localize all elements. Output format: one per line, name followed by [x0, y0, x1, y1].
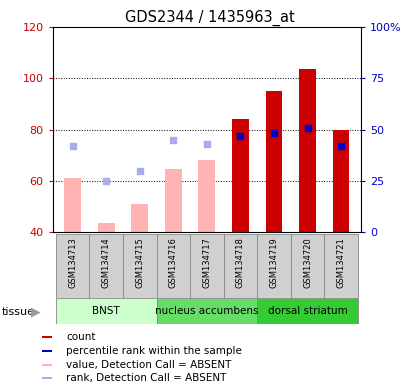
Text: GSM134714: GSM134714	[102, 237, 111, 288]
Bar	[257, 298, 358, 324]
Text: percentile rank within the sample: percentile rank within the sample	[66, 346, 242, 356]
Text: GDS2344 / 1435963_at: GDS2344 / 1435963_at	[125, 10, 295, 26]
Text: nucleus accumbens: nucleus accumbens	[155, 306, 259, 316]
Text: ▶: ▶	[31, 305, 40, 318]
Bar	[42, 350, 52, 352]
Point	[304, 124, 311, 131]
Text: GSM134719: GSM134719	[270, 237, 278, 288]
Point	[338, 143, 344, 149]
Text: GSM134716: GSM134716	[169, 237, 178, 288]
Bar	[157, 298, 257, 324]
Bar	[299, 69, 316, 232]
Bar	[89, 234, 123, 298]
Point	[270, 130, 277, 136]
Point	[170, 137, 177, 143]
Bar	[56, 298, 157, 324]
Text: GSM134720: GSM134720	[303, 237, 312, 288]
Bar	[42, 377, 52, 379]
Bar	[199, 161, 215, 232]
Bar	[265, 91, 282, 232]
Bar	[257, 234, 291, 298]
Bar	[165, 169, 182, 232]
Text: GSM134715: GSM134715	[135, 237, 144, 288]
Bar	[157, 234, 190, 298]
Bar	[64, 179, 81, 232]
Bar	[333, 130, 349, 232]
Point	[204, 141, 210, 147]
Text: count: count	[66, 333, 96, 343]
Text: GSM134717: GSM134717	[202, 237, 211, 288]
Bar	[131, 204, 148, 232]
Bar	[123, 234, 157, 298]
Bar	[56, 234, 89, 298]
Text: GSM134718: GSM134718	[236, 237, 245, 288]
Bar	[190, 234, 223, 298]
Text: tissue: tissue	[2, 307, 35, 317]
Text: GSM134721: GSM134721	[336, 237, 346, 288]
Bar	[232, 119, 249, 232]
Text: dorsal striatum: dorsal striatum	[268, 306, 347, 316]
Point	[237, 133, 244, 139]
Text: value, Detection Call = ABSENT: value, Detection Call = ABSENT	[66, 360, 232, 370]
Point	[69, 143, 76, 149]
Point	[103, 178, 110, 184]
Bar	[324, 234, 358, 298]
Text: BNST: BNST	[92, 306, 120, 316]
Bar	[98, 223, 115, 232]
Bar	[223, 234, 257, 298]
Bar	[291, 234, 324, 298]
Bar	[42, 336, 52, 338]
Text: GSM134713: GSM134713	[68, 237, 77, 288]
Point	[136, 167, 143, 174]
Text: rank, Detection Call = ABSENT: rank, Detection Call = ABSENT	[66, 373, 227, 383]
Bar	[42, 364, 52, 366]
